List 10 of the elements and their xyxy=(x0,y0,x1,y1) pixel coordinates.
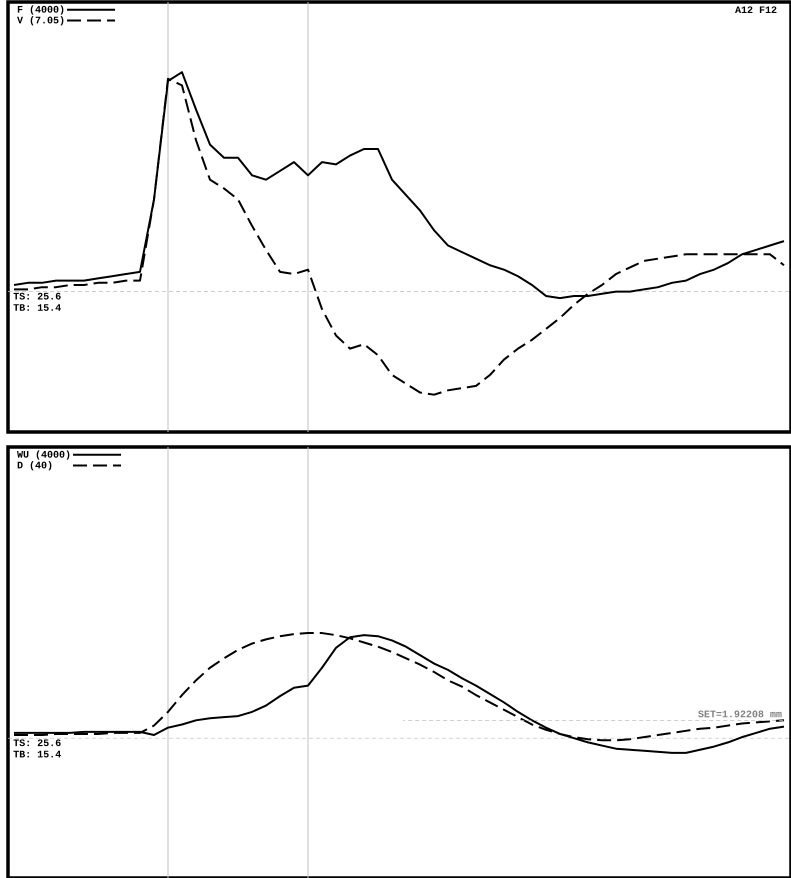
annotation: TS: 25.6 xyxy=(14,292,61,300)
annotation: SET=1.92208 mm xyxy=(698,710,782,718)
text: A12 F12 xyxy=(735,6,776,14)
annotation: TB: 15.4 xyxy=(14,750,61,758)
legend-label: WU (4000) xyxy=(17,450,70,460)
annotation: TB: 15.4 xyxy=(14,304,61,311)
legend-label: F (4000) xyxy=(18,5,64,15)
annotation: TS: 25.6 xyxy=(14,739,61,746)
legend-label: V (7.05) xyxy=(17,16,64,26)
legend-label: D (40) xyxy=(18,461,52,470)
